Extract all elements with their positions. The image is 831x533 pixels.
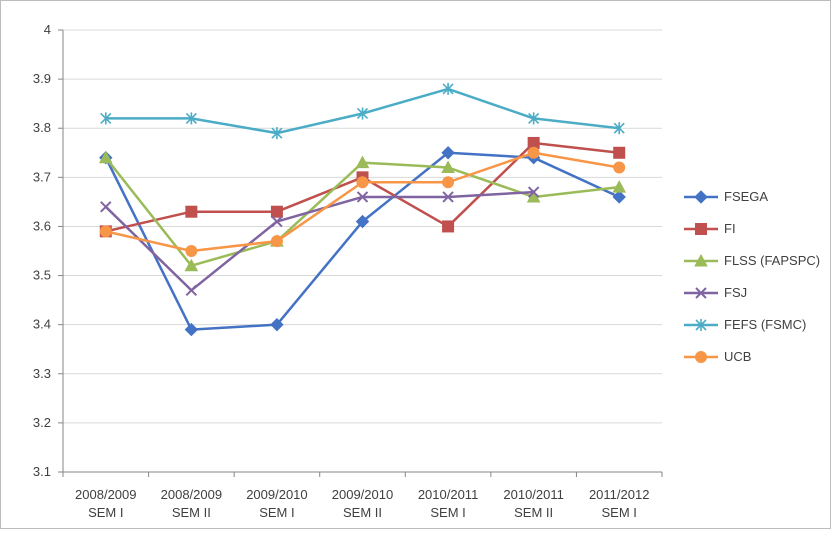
legend-item: FSJ (684, 285, 747, 300)
data-point (442, 176, 455, 189)
data-point (612, 180, 627, 193)
data-point (98, 150, 113, 164)
y-tick-label: 3.4 (33, 317, 51, 332)
legend-marker (695, 287, 707, 299)
data-point (270, 317, 284, 332)
legend-item: UCB (684, 349, 751, 364)
x-tick-label: 2008/2009 (161, 487, 222, 502)
y-tick-label: 3.7 (33, 169, 51, 184)
y-tick-label: 3.2 (33, 415, 51, 430)
x-tick-label: 2009/2010 (332, 487, 393, 502)
data-point (442, 82, 454, 95)
y-tick-label: 3.9 (33, 71, 51, 86)
series-fefs-fsmc (100, 82, 625, 140)
data-point (356, 191, 369, 203)
legend: FSEGA FI FLSS (FAPSPC) FSJ FEFS (FSMC) UCB (684, 189, 820, 364)
series-layer (98, 82, 627, 337)
data-point (184, 322, 199, 337)
y-tick-label: 3.1 (33, 464, 51, 479)
legend-label: FSJ (724, 285, 747, 300)
data-point (613, 122, 625, 135)
data-point (613, 146, 626, 159)
y-tick-label: 3.3 (33, 366, 51, 381)
x-tick-label: SEM I (430, 505, 465, 520)
legend-item: FLSS (FAPSPC) (684, 253, 820, 268)
series-flss-fapspc (98, 150, 627, 272)
y-tick-label: 3.5 (33, 268, 51, 283)
legend-label: FSEGA (724, 189, 768, 204)
axes: 3.1 3.2 3.3 3.4 3.5 3.6 3.7 3.8 3.9 4 2008/2009 SEM… (33, 22, 663, 520)
data-point (185, 112, 197, 125)
x-tick-label: 2009/2010 (246, 487, 307, 502)
y-tick-label: 3.6 (33, 218, 51, 233)
legend-marker (694, 253, 708, 267)
series-ucb (99, 146, 626, 257)
x-tick-label: 2008/2009 (75, 487, 136, 502)
data-point (355, 214, 370, 229)
y-tick-label: 4 (44, 22, 51, 37)
x-tick-label: SEM II (343, 505, 382, 520)
x-tick-label: SEM I (259, 505, 294, 520)
data-point (185, 284, 198, 296)
y-tick-label: 3.8 (33, 120, 51, 135)
legend-marker (694, 190, 708, 204)
x-tick-label: 2011/2012 (589, 487, 650, 502)
data-point (270, 205, 283, 218)
legend-marker (695, 223, 707, 235)
legend-marker (695, 319, 707, 331)
legend-label: FI (724, 221, 736, 236)
legend-label: UCB (724, 349, 751, 364)
data-point (184, 258, 199, 272)
data-point (441, 146, 455, 160)
x-tick-label: 2010/2011 (503, 487, 564, 502)
data-point (185, 205, 198, 218)
data-point (442, 220, 455, 233)
series-line (104, 190, 534, 292)
x-tick-label: 2010/2011 (418, 487, 479, 502)
data-point (528, 112, 540, 125)
data-point (613, 161, 626, 174)
legend-item: FI (684, 221, 736, 236)
data-point (270, 235, 283, 248)
data-point (612, 190, 626, 204)
series-fsj (100, 186, 540, 296)
data-point (100, 112, 112, 125)
data-point (356, 176, 369, 189)
data-point (527, 186, 540, 198)
data-point (271, 127, 283, 140)
data-point (99, 225, 112, 238)
legend-item: FSEGA (684, 189, 768, 204)
data-point (271, 215, 283, 228)
data-point (356, 107, 369, 120)
data-point (355, 155, 370, 169)
x-tick-label: SEM II (514, 505, 553, 520)
data-point (441, 160, 455, 174)
legend-item: FEFS (FSMC) (684, 317, 806, 332)
legend-label: FEFS (FSMC) (724, 317, 806, 332)
legend-label: FLSS (FAPSPC) (724, 253, 820, 268)
x-tick-label: SEM I (602, 505, 637, 520)
data-point (442, 191, 454, 203)
data-point (527, 146, 540, 159)
data-point (100, 201, 112, 213)
x-tick-label: SEM II (172, 505, 211, 520)
data-point (185, 245, 198, 257)
x-tick-label: SEM I (88, 505, 123, 520)
legend-marker (695, 351, 707, 363)
